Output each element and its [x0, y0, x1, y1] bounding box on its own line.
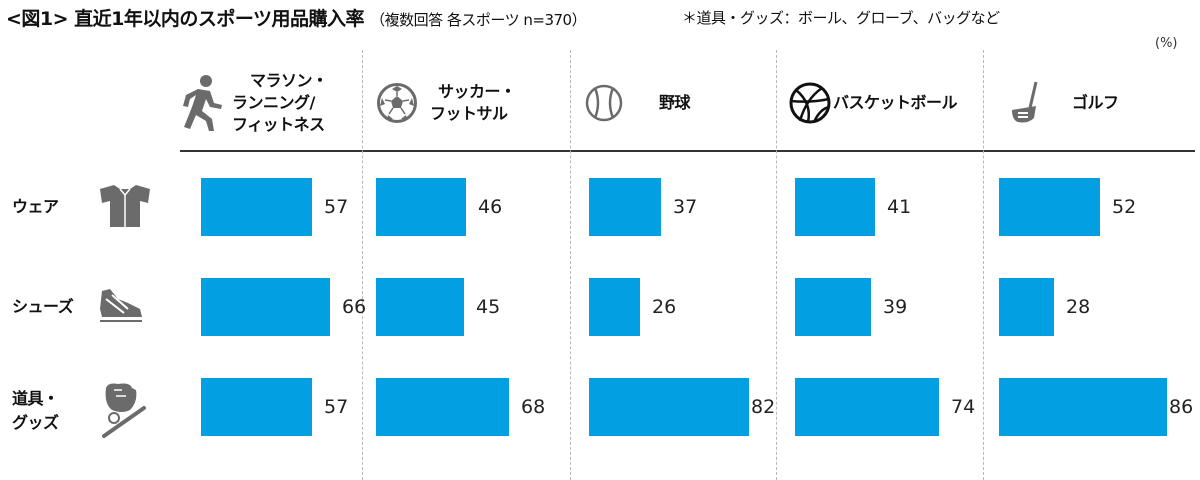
runner-icon [176, 73, 226, 133]
soccer-ball-icon [376, 82, 418, 124]
bar [795, 178, 875, 236]
bar-value-label: 86 [1169, 396, 1194, 418]
row-header-wear: ウェア [12, 178, 152, 236]
chart-title: <図1> 直近1年以内のスポーツ用品購入率 （複数回答 各スポーツ n=370） [6, 8, 587, 30]
unit-label: (%) [1155, 36, 1178, 51]
header-rule [180, 150, 1195, 152]
bar [999, 378, 1167, 436]
column-header-baseball: 野球 [585, 60, 691, 145]
baseball-icon [585, 82, 623, 124]
bar-value-label: 66 [342, 296, 367, 318]
sneaker-icon [98, 289, 144, 325]
bar [201, 178, 312, 236]
column-separator [362, 50, 363, 480]
jersey-icon [98, 185, 152, 229]
bar-value-label: 26 [652, 296, 677, 318]
column-separator [776, 50, 777, 480]
bar-value-label: 28 [1066, 296, 1091, 318]
bar [795, 378, 939, 436]
bar [999, 178, 1100, 236]
bar [795, 278, 871, 336]
bar [999, 278, 1054, 336]
bar-value-label: 74 [951, 396, 976, 418]
column-header-basketball: バスケットボール [788, 60, 958, 145]
column-header-soccer: サッカー・ フットサル [376, 60, 516, 145]
bar-value-label: 82 [751, 396, 776, 418]
bar [376, 278, 464, 336]
bar [589, 178, 661, 236]
bar-value-label: 52 [1112, 196, 1137, 218]
golf-club-icon [1008, 80, 1044, 126]
bar-value-label: 68 [521, 396, 546, 418]
bar [376, 178, 466, 236]
bar-value-label: 41 [887, 196, 912, 218]
chart-subtitle: （複数回答 各スポーツ n=370） [370, 11, 587, 29]
bar-value-label: 37 [673, 196, 698, 218]
column-header-marathon: マラソン・ ランニング/ フィットネス [176, 60, 328, 145]
column-header-golf: ゴルフ [1008, 60, 1119, 145]
bar-value-label: 45 [476, 296, 501, 318]
bar [589, 278, 640, 336]
row-header-shoes: シューズ [12, 278, 144, 336]
column-separator [570, 50, 571, 480]
bar [201, 278, 330, 336]
bar-value-label: 46 [478, 196, 503, 218]
glove-bat-icon [100, 382, 148, 440]
bar [201, 378, 312, 436]
row-header-equipment: 道具・ グッズ [12, 378, 148, 444]
bar-value-label: 57 [324, 396, 349, 418]
bar-value-label: 57 [324, 196, 349, 218]
basketball-icon [788, 81, 832, 125]
bar [376, 378, 509, 436]
bar-value-label: 39 [883, 296, 908, 318]
chart-note: ＊道具・グッズ：ボール、グローブ、バッグなど [682, 9, 1000, 27]
column-separator [983, 50, 984, 480]
bar [589, 378, 749, 436]
